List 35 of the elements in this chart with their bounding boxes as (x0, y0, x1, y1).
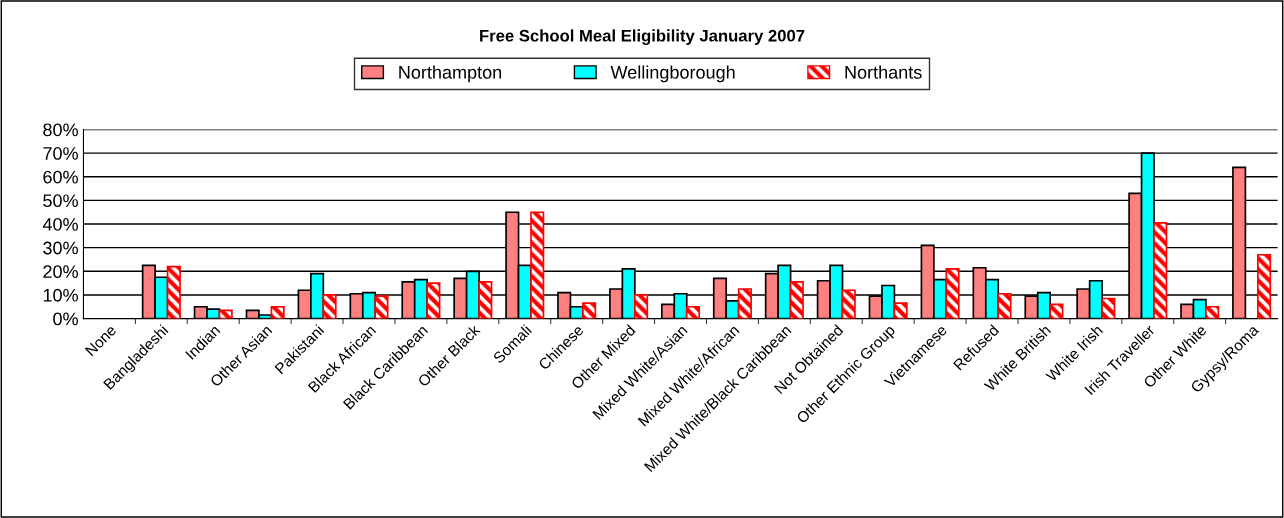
bar (322, 294, 337, 319)
bar (1049, 303, 1064, 319)
y-tick-label: 80% (43, 123, 78, 137)
y-tick-label: 70% (43, 147, 78, 160)
bar (633, 294, 649, 319)
legend-label: Northampton (399, 65, 502, 83)
y-tick-label: 60% (43, 170, 78, 184)
bar (1153, 222, 1168, 319)
bar (530, 211, 545, 319)
bar (841, 289, 856, 319)
bar (945, 268, 960, 319)
bar (685, 305, 701, 319)
bar (1257, 253, 1272, 319)
legend-label: Wellingborough (610, 65, 735, 83)
y-tick-label: 10% (43, 288, 78, 302)
bar (893, 302, 908, 319)
bar (582, 302, 597, 319)
legend-label: Northants (845, 65, 922, 79)
bar (789, 281, 804, 319)
y-tick-label: 0% (53, 312, 78, 326)
bar (1101, 297, 1116, 319)
chart-title: Free School Meal Eligibility January 2007 (480, 29, 805, 45)
y-tick-label: 50% (43, 194, 78, 208)
bar (478, 281, 493, 319)
bar (374, 295, 389, 319)
bar (166, 265, 181, 319)
bar (737, 288, 752, 319)
bar (270, 305, 285, 319)
bar (997, 292, 1012, 319)
y-tick-label: 30% (43, 241, 78, 255)
bar (218, 309, 233, 319)
y-tick-label: 40% (42, 217, 78, 231)
bar (1205, 305, 1220, 319)
y-tick-label: 20% (43, 265, 78, 279)
bar (426, 282, 441, 319)
